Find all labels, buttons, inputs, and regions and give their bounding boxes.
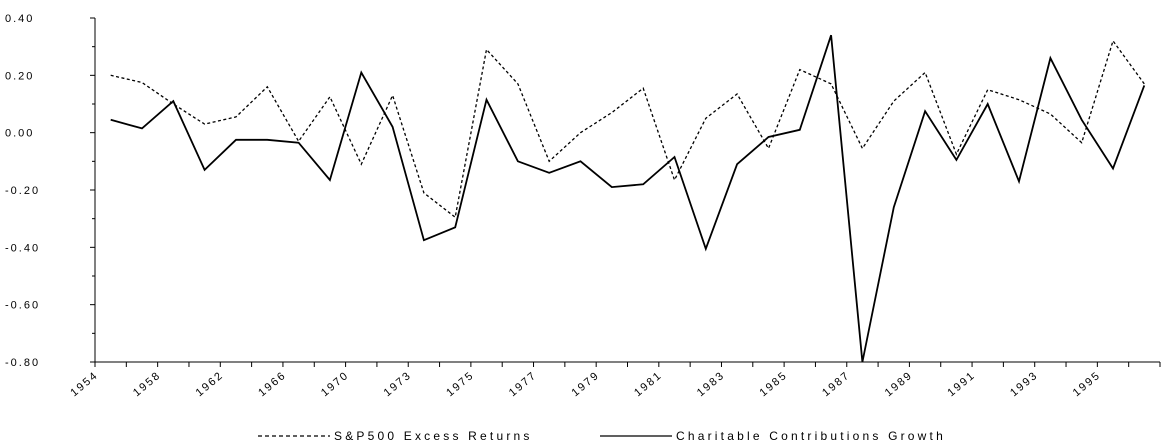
x-tick-label: 1995 (1071, 369, 1104, 399)
x-tick-label: 1993 (1008, 369, 1041, 399)
y-tick-label: 0.20 (5, 70, 34, 82)
legend-label-sp500: S&P500 Excess Returns (334, 429, 533, 443)
x-tick-label: 1970 (319, 369, 352, 399)
x-tick-label: 1954 (68, 369, 101, 399)
series-layer (110, 34, 1146, 363)
y-tick-labels: 0.40 0.20 0.00 -0.20 -0.40 -0.60 -0.80 (5, 13, 40, 369)
x-tick-label: 1981 (632, 369, 665, 399)
legend: S&P500 Excess Returns Charitable Contrib… (258, 429, 946, 443)
x-tick-label: 1973 (382, 369, 415, 399)
y-tick-label: 0.00 (5, 128, 34, 140)
x-tick-label: 1983 (695, 369, 728, 399)
x-tick-label: 1987 (820, 369, 853, 399)
x-tick-label: 1979 (570, 369, 603, 399)
axes (90, 17, 1161, 367)
y-tick-label: -0.20 (5, 185, 40, 197)
x-tick-label: 1985 (757, 369, 790, 399)
y-tick-label: -0.40 (5, 242, 40, 254)
series-line-charitable (110, 34, 1146, 363)
y-tick-label: -0.60 (5, 300, 40, 312)
x-tick-labels: 1954 1958 1962 1966 1970 1973 1975 1977 1979 1981… (68, 369, 1103, 399)
x-tick-label: 1958 (131, 369, 164, 399)
x-tick-label: 1975 (444, 369, 477, 399)
series-line-sp500 (110, 39, 1145, 219)
legend-label-charitable: Charitable Contributions Growth (676, 429, 946, 443)
y-tick-label: -0.80 (5, 357, 40, 369)
x-tick-label: 1962 (194, 369, 227, 399)
x-tick-label: 1977 (507, 369, 540, 399)
x-tick-label: 1989 (883, 369, 916, 399)
y-tick-label: 0.40 (5, 13, 34, 25)
x-tick-label: 1966 (256, 369, 289, 399)
x-tick-label: 1991 (945, 369, 978, 399)
